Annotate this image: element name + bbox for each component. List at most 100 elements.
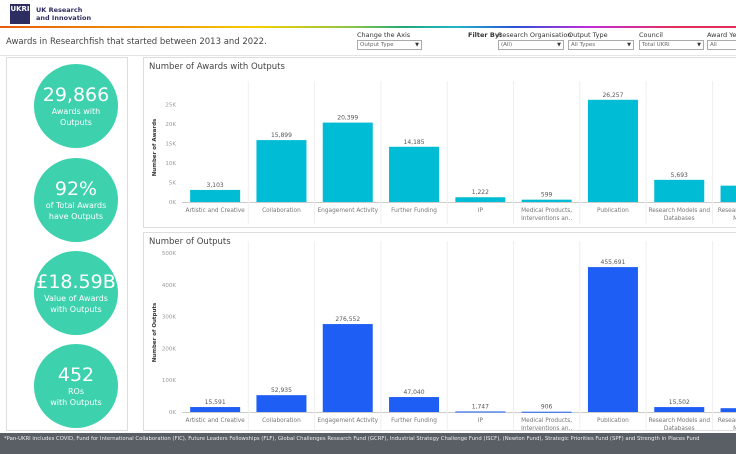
ukri-logo: UKRI — [10, 4, 30, 24]
change-axis-select[interactable]: Output Type ▼ — [357, 40, 422, 50]
x-tick-label: Collaboration — [262, 208, 301, 214]
x-tick-label: Research Tools and — [718, 418, 736, 424]
x-tick-label: Interventions an.. — [521, 426, 572, 431]
chart-title: Number of Outputs — [149, 237, 231, 247]
dropdown-arrow-icon: ▼ — [627, 42, 631, 48]
x-tick-label: Databases — [664, 426, 695, 431]
y-tick-label: 5K — [169, 181, 176, 187]
kpi-label: Value of Awards — [44, 294, 108, 303]
kpi-label: Awards with — [51, 107, 101, 116]
x-tick-label: Further Funding — [391, 208, 437, 214]
bar-medical-products-interventions-an- — [521, 411, 572, 413]
outputs-chart: Number of Outputs 0K 100K 200K 300K 400K 500K 1… — [152, 241, 736, 431]
change-axis-label: Change the Axis — [357, 31, 411, 39]
bar-collaboration — [256, 395, 307, 412]
change-axis-value: Output Type — [360, 42, 394, 48]
bar-publication — [587, 99, 638, 202]
dropdown-arrow-icon: ▼ — [415, 42, 419, 48]
x-tick-label: Engagement Activity — [318, 418, 379, 424]
y-tick-label: 500K — [162, 251, 176, 257]
org-name-line1: UK Research — [36, 6, 83, 14]
kpi-label: with Outputs — [50, 398, 102, 407]
x-tick-label: Publication — [597, 208, 629, 214]
data-label: 1,222 — [472, 189, 489, 196]
x-tick-label: IP — [478, 418, 484, 424]
y-tick-label: 25K — [165, 103, 176, 109]
data-label: 15,591 — [205, 399, 226, 406]
output-type-value: All Types — [571, 42, 596, 48]
x-tick-label: Databases — [664, 216, 695, 222]
bar-further-funding — [389, 397, 440, 412]
research-org-select[interactable]: (All) ▼ — [498, 40, 564, 50]
x-tick-label: Research Tools and — [718, 208, 736, 214]
award-year-label: Award Year — [707, 31, 736, 39]
x-tick-label: Medical Products, — [521, 208, 572, 214]
data-label: 455,691 — [601, 259, 626, 266]
org-name-line2: and Innovation — [36, 14, 92, 22]
y-axis-label: Number of Outputs — [152, 302, 158, 362]
kpi-label: Outputs — [60, 118, 92, 127]
kpi-label: with Outputs — [50, 305, 102, 314]
kpi-value: £18.59B — [36, 271, 116, 293]
chart-title: Number of Awards with Outputs — [149, 62, 285, 72]
data-label: 15,899 — [271, 132, 292, 139]
bar-research-tools-and-methods — [720, 408, 736, 412]
bar-ip — [455, 197, 506, 202]
awards-chart: Number of Awards 0K 5K 10K 15K 20K 25K 3,103 Art… — [152, 81, 736, 224]
bar-further-funding — [389, 146, 440, 202]
rainbow-divider — [0, 26, 736, 28]
bar-artistic-and-creative — [190, 189, 241, 202]
awards-chart-panel: Number of Awards with Outputs Number of … — [143, 57, 736, 228]
output-type-label: Output Type — [568, 31, 608, 39]
page-title: Awards in Researchfish that started betw… — [6, 37, 267, 47]
output-type-select[interactable]: All Types ▼ — [568, 40, 634, 50]
kpi-value: 92% — [54, 178, 98, 200]
filter-by-label: Filter By: — [468, 31, 502, 39]
y-tick-label: 20K — [165, 122, 176, 128]
data-label: 906 — [541, 404, 553, 411]
bar-artistic-and-creative — [190, 407, 241, 412]
bar-engagement-activity — [322, 324, 373, 412]
kpi-label: of Total Awards — [45, 201, 107, 210]
bar-ip — [455, 411, 506, 413]
footer-note: *Pan-UKRI includes COVID, Fund for Inter… — [0, 433, 736, 454]
y-tick-label: 0K — [169, 410, 176, 416]
data-label: 1,747 — [472, 403, 489, 410]
data-label: 14,185 — [404, 139, 425, 146]
research-org-label: Research Organisation — [498, 31, 572, 39]
kpi-label: ROs — [67, 387, 85, 396]
y-axis-label: Number of Awards — [152, 118, 158, 176]
bar-research-models-and-databases — [654, 407, 705, 412]
x-tick-label: Collaboration — [262, 418, 301, 424]
kpi-value: 452 — [57, 364, 95, 386]
bar-collaboration — [256, 140, 307, 202]
y-tick-label: 15K — [165, 142, 176, 148]
x-tick-label: IP — [478, 208, 484, 214]
award-year-select[interactable]: All — [707, 40, 736, 50]
data-label: 47,040 — [404, 389, 425, 396]
bar-publication — [587, 267, 638, 412]
kpi-label: have Outputs — [48, 212, 104, 221]
x-tick-label: Artistic and Creative — [186, 208, 246, 214]
research-org-value: (All) — [501, 42, 513, 48]
outputs-chart-panel: Number of Outputs Number of Outputs 0K 100… — [143, 232, 736, 431]
data-label: 3,103 — [207, 182, 224, 189]
kpi-ros: 452 ROs with Outputs — [34, 344, 118, 428]
kpi-percent-awards: 92% of Total Awards have Outputs — [34, 158, 118, 242]
data-label: 599 — [541, 192, 553, 199]
x-tick-label: Research Models and — [648, 418, 710, 424]
council-value: Total UKRI — [642, 42, 670, 48]
data-label: 5,693 — [671, 172, 688, 179]
x-tick-label: Methods — [733, 426, 736, 431]
x-tick-label: Artistic and Creative — [186, 418, 246, 424]
council-label: Council — [639, 31, 663, 39]
data-label: 15,502 — [669, 399, 690, 406]
bar-engagement-activity — [322, 122, 373, 202]
council-select[interactable]: Total UKRI ▼ — [639, 40, 704, 50]
x-tick-label: Interventions an.. — [521, 216, 572, 222]
x-tick-label: Engagement Activity — [318, 208, 379, 214]
dropdown-arrow-icon: ▼ — [697, 42, 701, 48]
bar-medical-products-interventions-an- — [521, 199, 572, 202]
x-tick-label: Further Funding — [391, 418, 437, 424]
kpi-panel: 29,866 Awards with Outputs 92% of Total Awa… — [6, 57, 128, 431]
